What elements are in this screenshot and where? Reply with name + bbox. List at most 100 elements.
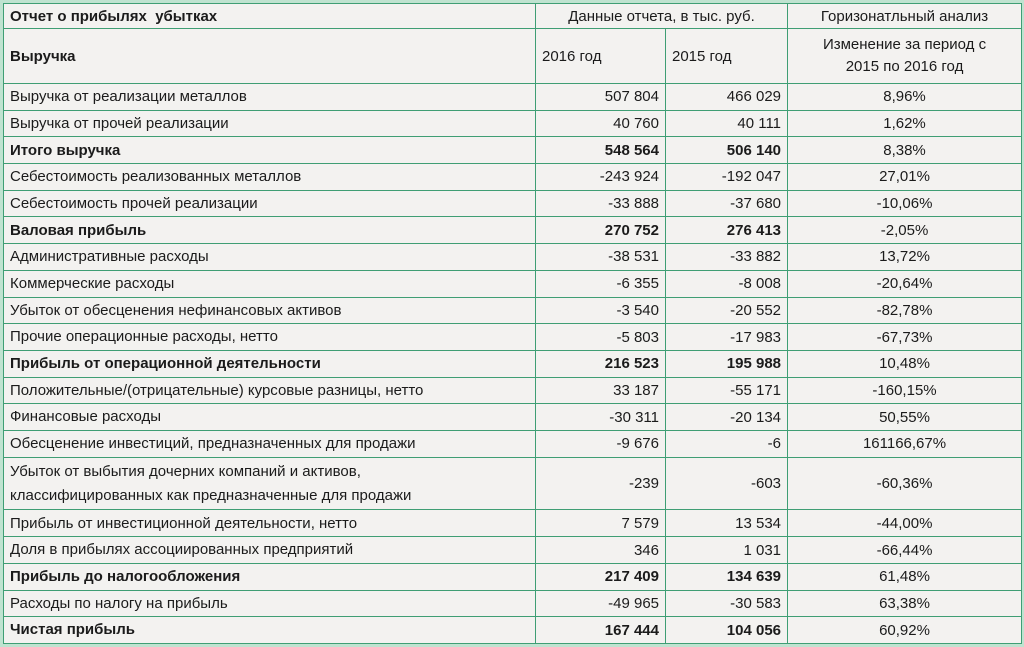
row-label-cell: Финансовые расходы (3, 403, 536, 431)
value-2015-cell: -37 680 (664, 189, 789, 218)
row-label-cell: Убыток от выбытия дочерних компаний и ак… (3, 456, 536, 511)
value-2016-cell: -30 311 (535, 403, 666, 431)
table-row: Убыток от обесценения нефинансовых актив… (3, 296, 1023, 325)
table-header-row-1: Отчет о прибылях убытках Данные отчета, … (3, 3, 1023, 29)
row-label-cell: Валовая прибыль (3, 216, 536, 245)
value-2015-cell: -20 134 (664, 403, 789, 431)
row-label-cell: Прочие операционные расходы, нетто (3, 323, 536, 351)
value-2016-cell: 346 (535, 536, 666, 564)
change-percent-cell: -2,05% (787, 216, 1023, 245)
row-label-cell: Прибыль от операционной деятельности (3, 349, 536, 378)
value-2016-cell: 33 187 (535, 376, 666, 405)
change-percent-cell: 60,92% (787, 616, 1023, 644)
value-2016-cell: -33 888 (535, 189, 666, 218)
value-2016-cell: -38 531 (535, 243, 666, 271)
row-label-cell: Расходы по налогу на прибыль (3, 589, 536, 618)
table-row: Прибыль от инвестиционной деятельности, … (3, 509, 1023, 538)
value-2015-cell: 506 140 (664, 136, 789, 165)
value-2015-cell: 134 639 (664, 562, 789, 591)
value-2016-cell: -3 540 (535, 296, 666, 325)
table-row: Положительные/(отрицательные) курсовые р… (3, 376, 1023, 405)
value-2016-cell: 217 409 (535, 562, 666, 591)
value-2015-cell: -8 008 (664, 269, 789, 298)
change-percent-cell: -82,78% (787, 296, 1023, 325)
change-percent-cell: 27,01% (787, 163, 1023, 191)
table-row: Выручка от реализации металлов 507 804 4… (3, 83, 1023, 111)
row-label-cell: Прибыль от инвестиционной деятельности, … (3, 509, 536, 538)
row-label-cell: Положительные/(отрицательные) курсовые р… (3, 376, 536, 405)
value-2016-cell: 40 760 (535, 109, 666, 138)
table-row: Расходы по налогу на прибыль -49 965 -30… (3, 589, 1023, 618)
value-2016-cell: 167 444 (535, 616, 666, 644)
row-label-cell: Доля в прибылях ассоциированных предприя… (3, 536, 536, 564)
change-percent-cell: 8,96% (787, 83, 1023, 111)
change-percent-cell: 161166,67% (787, 429, 1023, 458)
change-percent-cell: -60,36% (787, 456, 1023, 511)
table-row: Валовая прибыль 270 752 276 413 -2,05% (3, 216, 1023, 245)
value-2016-cell: -5 803 (535, 323, 666, 351)
table-row: Административные расходы -38 531 -33 882… (3, 243, 1023, 271)
value-2015-cell: -17 983 (664, 323, 789, 351)
col-header-2015: 2015 год (664, 28, 789, 84)
table-row: Себестоимость реализованных металлов -24… (3, 163, 1023, 191)
value-2016-cell: 548 564 (535, 136, 666, 165)
value-2015-cell: 195 988 (664, 349, 789, 378)
value-2015-cell: 276 413 (664, 216, 789, 245)
value-2015-cell: 466 029 (664, 83, 789, 111)
change-percent-cell: 10,48% (787, 349, 1023, 378)
change-percent-cell: 63,38% (787, 589, 1023, 618)
row-label-cell: Прибыль до налогообложения (3, 562, 536, 591)
section-label-revenue: Выручка (3, 28, 536, 84)
row-label-cell: Выручка от реализации металлов (3, 83, 536, 111)
table-row: Итого выручка 548 564 506 140 8,38% (3, 136, 1023, 165)
change-percent-cell: -20,64% (787, 269, 1023, 298)
table-row: Обесценение инвестиций, предназначенных … (3, 429, 1023, 458)
value-2015-cell: -30 583 (664, 589, 789, 618)
value-2016-cell: 7 579 (535, 509, 666, 538)
value-2015-cell: -20 552 (664, 296, 789, 325)
col-header-2016: 2016 год (535, 28, 666, 84)
change-percent-cell: -66,44% (787, 536, 1023, 564)
row-label-cell: Административные расходы (3, 243, 536, 271)
table-row: Убыток от выбытия дочерних компаний и ак… (3, 456, 1023, 511)
value-2015-cell: 104 056 (664, 616, 789, 644)
value-2016-cell: -9 676 (535, 429, 666, 458)
table-row: Прибыль до налогообложения 217 409 134 6… (3, 562, 1023, 591)
row-label-cell: Убыток от обесценения нефинансовых актив… (3, 296, 536, 325)
value-2015-cell: -33 882 (664, 243, 789, 271)
row-label-cell: Выручка от прочей реализации (3, 109, 536, 138)
row-label-cell: Коммерческие расходы (3, 269, 536, 298)
col-header-change: Изменение за период с 2015 по 2016 год (787, 28, 1023, 84)
row-label-cell: Обесценение инвестиций, предназначенных … (3, 429, 536, 458)
change-percent-cell: 50,55% (787, 403, 1023, 431)
row-label-cell: Себестоимость реализованных металлов (3, 163, 536, 191)
profit-loss-table: Отчет о прибылях убытках Данные отчета, … (3, 3, 1023, 644)
group-header-report-data: Данные отчета, в тыс. руб. (534, 3, 789, 29)
value-2016-cell: 216 523 (535, 349, 666, 378)
table-row: Доля в прибылях ассоциированных предприя… (3, 536, 1023, 564)
table-row: Себестоимость прочей реализации -33 888 … (3, 189, 1023, 218)
value-2016-cell: -243 924 (535, 163, 666, 191)
change-percent-cell: 61,48% (787, 562, 1023, 591)
group-header-horizontal-analysis: Горизонатльный анализ (787, 3, 1023, 29)
change-percent-cell: -160,15% (787, 376, 1023, 405)
value-2015-cell: -6 (664, 429, 789, 458)
table-title: Отчет о прибылях убытках (3, 3, 536, 29)
value-2015-cell: -603 (664, 456, 789, 511)
value-2016-cell: 507 804 (535, 83, 666, 111)
value-2015-cell: 40 111 (664, 109, 789, 138)
table-row: Выручка от прочей реализации 40 760 40 1… (3, 109, 1023, 138)
value-2016-cell: -49 965 (535, 589, 666, 618)
change-percent-cell: -44,00% (787, 509, 1023, 538)
row-label-cell: Себестоимость прочей реализации (3, 189, 536, 218)
table-row: Чистая прибыль 167 444 104 056 60,92% (3, 616, 1023, 644)
table-row: Прибыль от операционной деятельности 216… (3, 349, 1023, 378)
table-row: Прочие операционные расходы, нетто -5 80… (3, 323, 1023, 351)
value-2015-cell: 1 031 (664, 536, 789, 564)
change-percent-cell: 8,38% (787, 136, 1023, 165)
row-label-cell: Итого выручка (3, 136, 536, 165)
value-2015-cell: -55 171 (664, 376, 789, 405)
change-percent-cell: 1,62% (787, 109, 1023, 138)
value-2015-cell: 13 534 (664, 509, 789, 538)
